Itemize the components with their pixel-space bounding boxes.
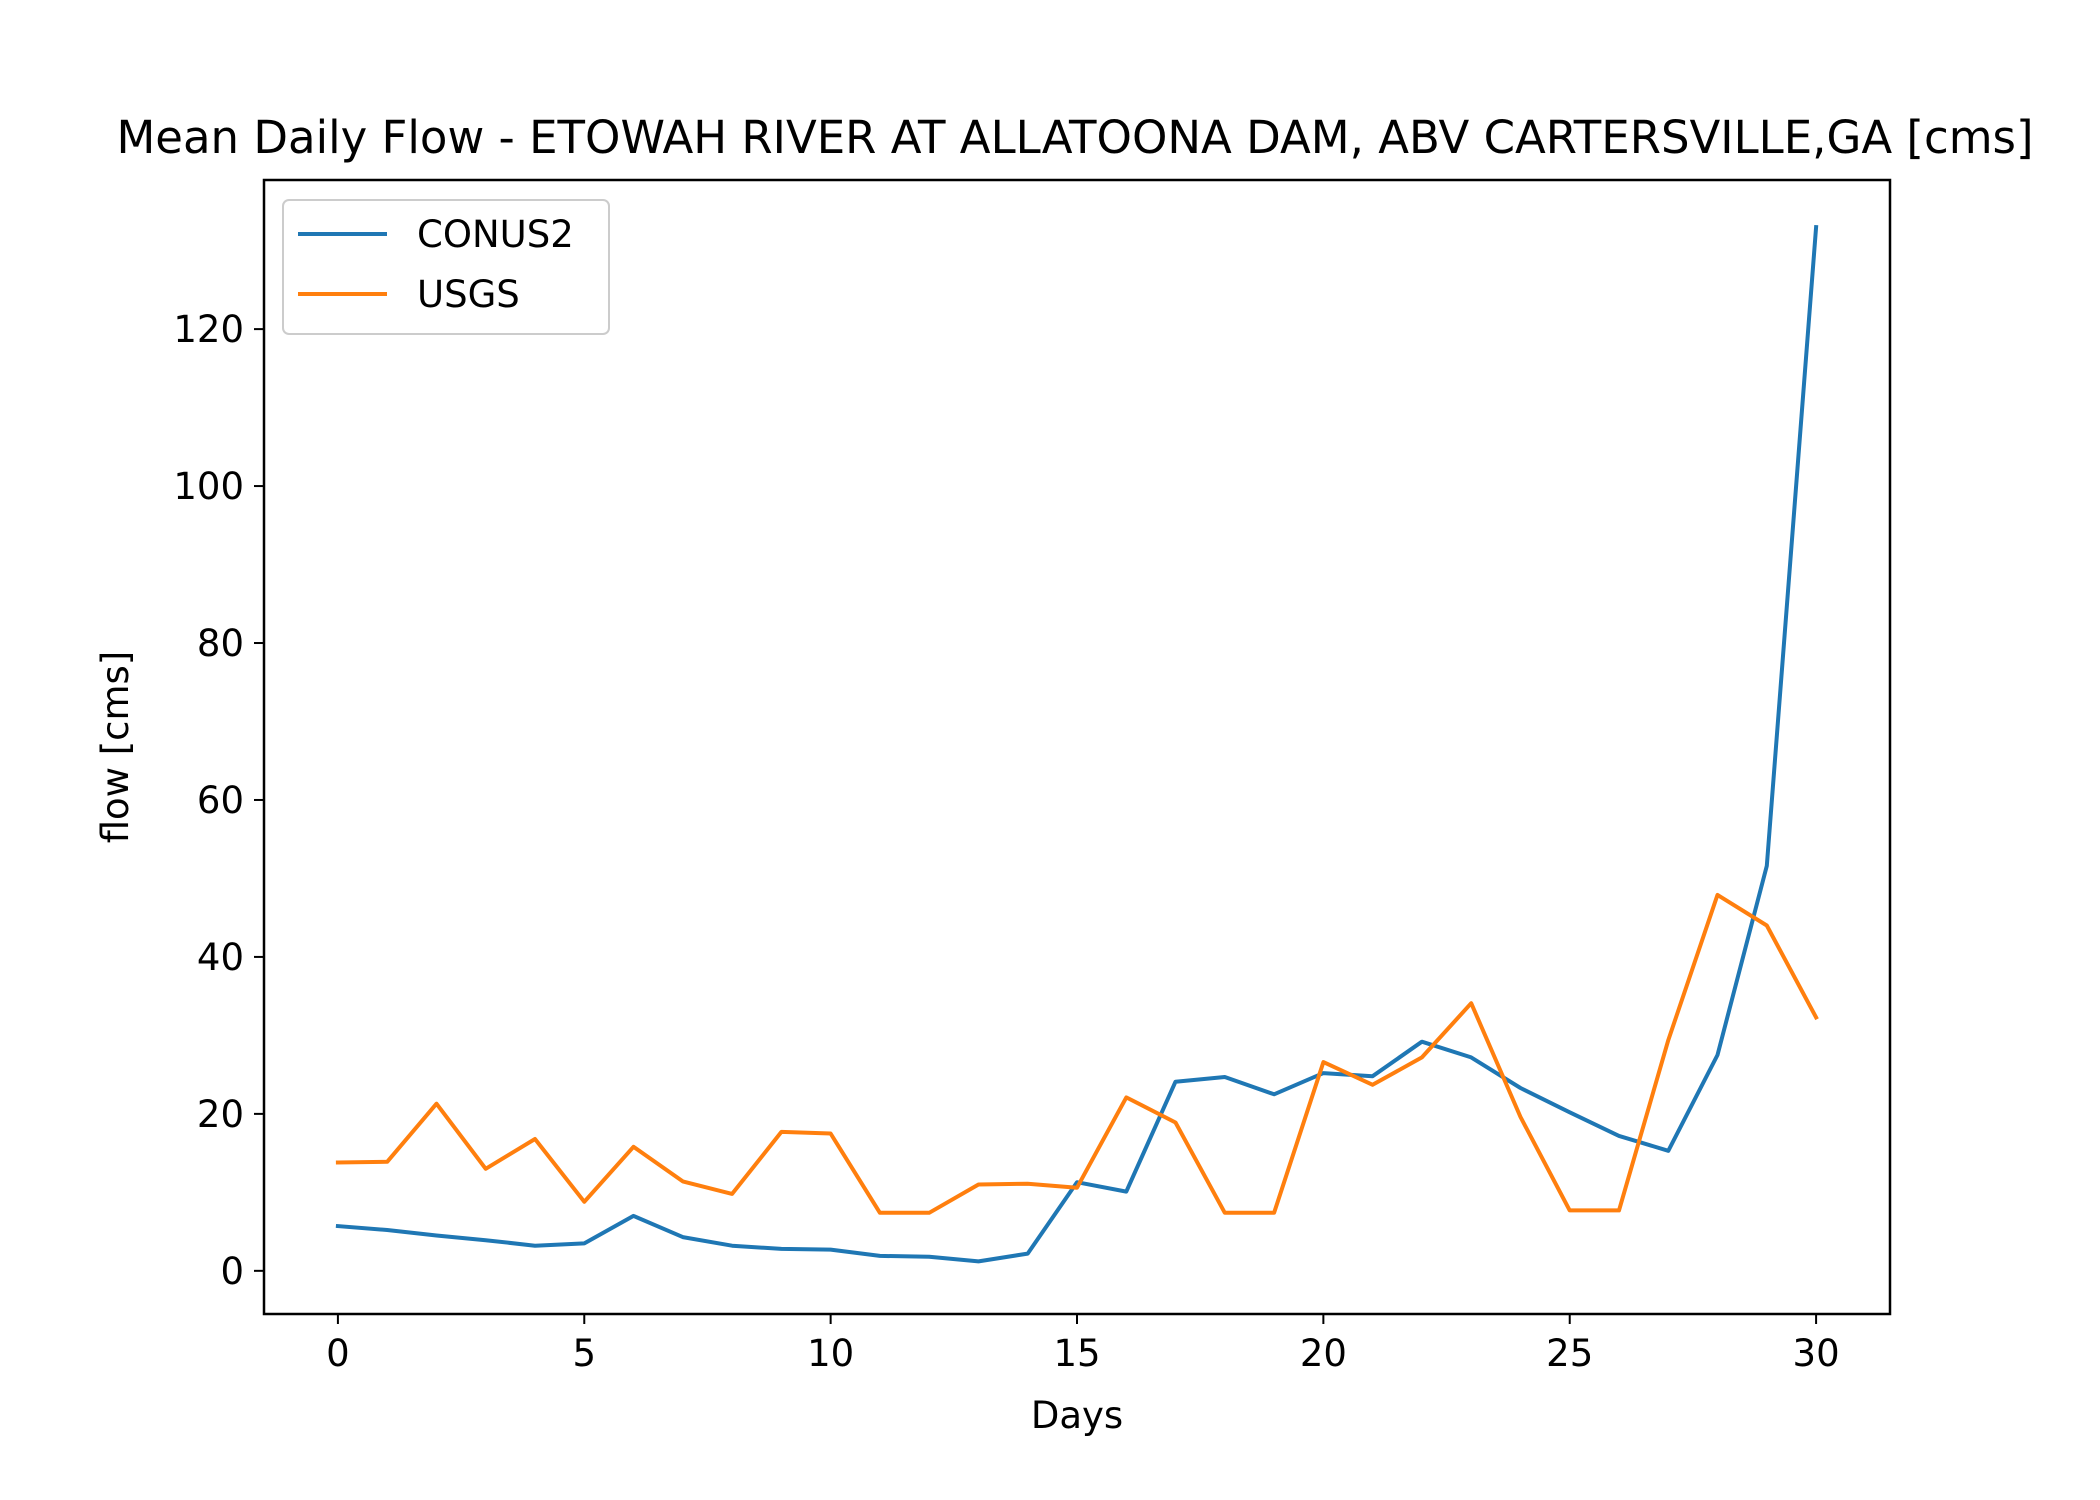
y-tick-label: 80 bbox=[197, 622, 244, 665]
y-tick-label: 120 bbox=[173, 308, 244, 351]
series-line-conus2 bbox=[335, 224, 1819, 1264]
y-tick-label: 20 bbox=[197, 1093, 244, 1136]
x-tick-label: 20 bbox=[1300, 1332, 1347, 1375]
x-tick-label: 25 bbox=[1546, 1332, 1593, 1375]
plot-area-frame bbox=[262, 178, 1892, 1316]
legend-label-usgs: USGS bbox=[417, 273, 520, 316]
x-tick-label: 0 bbox=[326, 1332, 350, 1375]
y-axis-label: flow [cms] bbox=[94, 651, 137, 844]
legend: CONUS2 USGS bbox=[282, 199, 610, 335]
chart-title: Mean Daily Flow - ETOWAH RIVER AT ALLATO… bbox=[116, 111, 2033, 164]
series-line-usgs bbox=[335, 892, 1819, 1215]
x-tick-label: 10 bbox=[807, 1332, 854, 1375]
x-tick-label: 30 bbox=[1793, 1332, 1840, 1375]
y-tick-label: 40 bbox=[197, 936, 244, 979]
y-tick-label: 60 bbox=[197, 779, 244, 822]
x-tick-label: 15 bbox=[1053, 1332, 1100, 1375]
x-axis-label: Days bbox=[1031, 1394, 1123, 1437]
series-layer bbox=[335, 224, 1819, 1264]
legend-label-conus2: CONUS2 bbox=[417, 213, 574, 256]
y-tick-label: 100 bbox=[173, 465, 244, 508]
x-tick-label: 5 bbox=[572, 1332, 596, 1375]
ticks-layer: 0 5 10 15 20 25 30 0 20 40 60 80 100 120 bbox=[173, 308, 1839, 1375]
y-tick-label: 0 bbox=[220, 1250, 244, 1293]
